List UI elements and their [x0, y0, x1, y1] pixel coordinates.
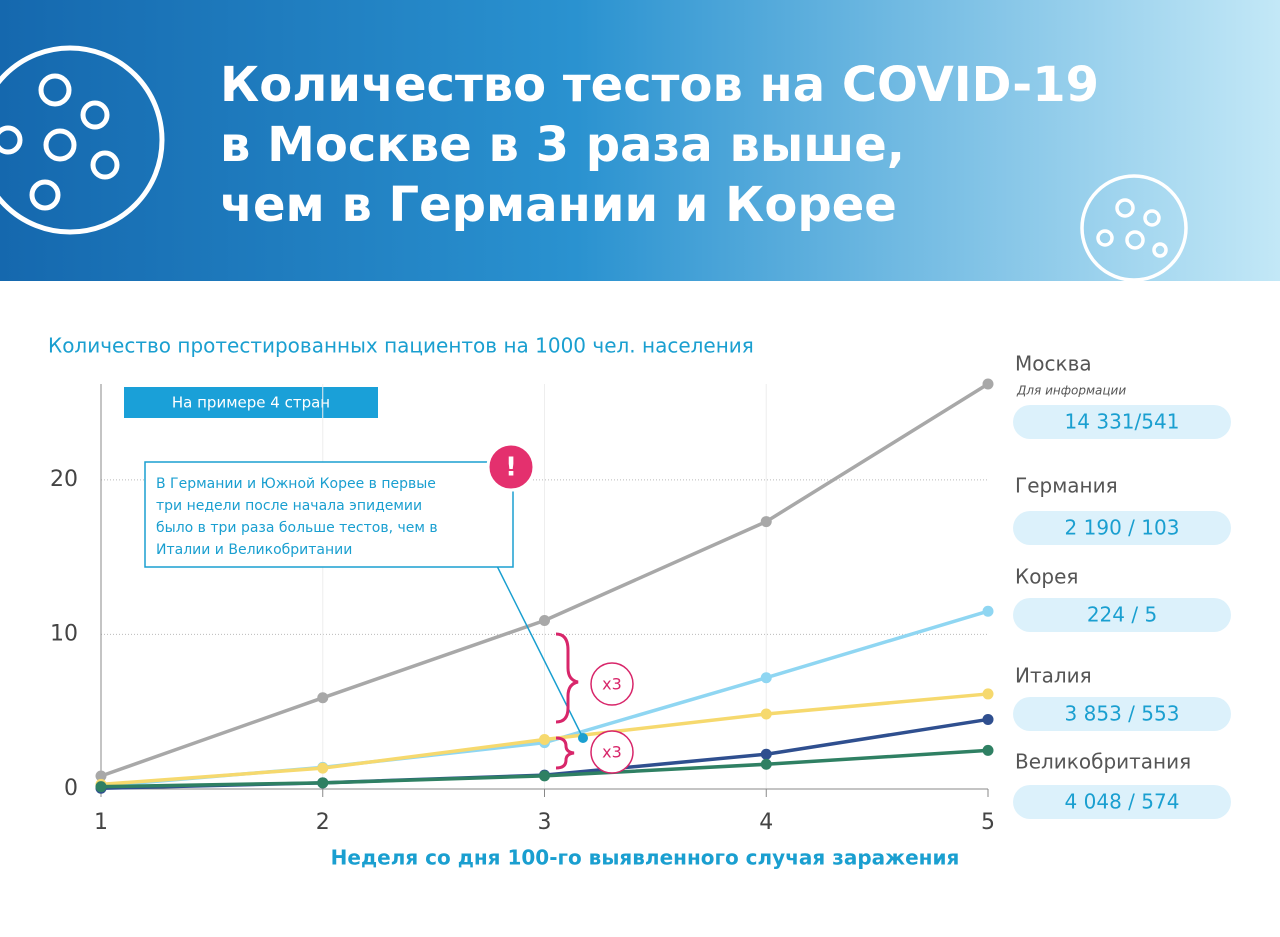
ratio-text: x3 [602, 743, 622, 762]
virus-decoration [1080, 174, 1188, 282]
country-value: 14 331/541 [1065, 410, 1180, 434]
header-background [0, 0, 1280, 281]
data-point [95, 770, 107, 782]
data-point [760, 708, 772, 720]
title-line: Количество тестов на COVID-19 [220, 57, 1099, 113]
data-point [539, 770, 550, 782]
badge [124, 387, 378, 418]
data-point [317, 777, 329, 789]
callout-text: было в три раза больше тестов, чем в [156, 520, 438, 536]
y-tick-label: 20 [50, 467, 78, 492]
country-name: Москва [1015, 352, 1092, 376]
x-axis-label: Неделя со дня 100-го выявленного случая … [331, 846, 960, 870]
y-tick-label: 0 [64, 776, 78, 801]
value-pill [1013, 697, 1231, 731]
data-point [95, 781, 107, 793]
callout: В Германии и Южной Корее в первые три не… [144, 442, 588, 743]
callout-dot [578, 733, 588, 743]
callout-text: В Германии и Южной Корее в первые [156, 476, 436, 492]
header-title: Количество тестов на COVID-19 в Москве в… [220, 57, 1099, 233]
x-tick-label: 5 [981, 810, 995, 835]
brace [555, 736, 575, 770]
data-point [982, 713, 994, 725]
ratio-badge [590, 730, 634, 774]
callout-pointer [496, 565, 584, 739]
data-point [317, 692, 329, 704]
x-tick-label: 2 [316, 810, 330, 835]
value-pill [1013, 405, 1231, 439]
country-name: Корея [1015, 565, 1078, 589]
data-point [982, 744, 994, 756]
alert-text: ! [505, 453, 517, 483]
title-line: чем в Германии и Корее [220, 177, 897, 233]
x-tick-label: 3 [538, 810, 552, 835]
data-point [760, 672, 772, 684]
data-point [982, 605, 994, 617]
plot: 0 10 20 1 2 3 4 5 [50, 378, 995, 835]
data-point [539, 734, 550, 746]
country-name: Великобритания [1015, 750, 1191, 774]
badge-text: На примере 4 стран [172, 394, 330, 412]
country-value: 224 / 5 [1087, 603, 1157, 627]
value-pill [1013, 511, 1231, 545]
x-tick-label: 1 [94, 810, 108, 835]
value-pill [1013, 785, 1231, 819]
data-point [760, 516, 772, 528]
callout-box [144, 461, 514, 568]
data-point [760, 758, 772, 770]
y-tick-label: 10 [50, 621, 78, 646]
ratio-badge [590, 662, 634, 706]
value-pill [1013, 598, 1231, 632]
ratio-text: x3 [602, 675, 622, 694]
country-value: 3 853 / 553 [1065, 702, 1180, 726]
country-value: 4 048 / 574 [1065, 790, 1180, 814]
data-point [317, 762, 329, 774]
x-tick-label: 4 [759, 810, 773, 835]
callout-text: три недели после начала эпидемии [156, 498, 422, 514]
chart-subtitle: Количество протестированных пациентов на… [48, 334, 754, 358]
data-point [539, 615, 550, 627]
info-note: Для информации [1016, 384, 1126, 398]
data-point [760, 748, 772, 760]
callout-text: Италии и Великобритании [156, 542, 352, 558]
info-panel: Москва 14 331/541 Германия 2 190 / 103 Корея… [1013, 352, 1231, 819]
country-name: Германия [1015, 474, 1118, 498]
data-point [982, 688, 994, 700]
country-name: Италия [1015, 664, 1092, 688]
data-point [982, 378, 994, 390]
alert-icon [486, 442, 536, 492]
braces [555, 632, 579, 770]
virus-decoration [0, 45, 165, 235]
country-value: 2 190 / 103 [1065, 516, 1180, 540]
title-line: в Москве в 3 раза выше, [220, 117, 905, 173]
brace [555, 632, 579, 724]
